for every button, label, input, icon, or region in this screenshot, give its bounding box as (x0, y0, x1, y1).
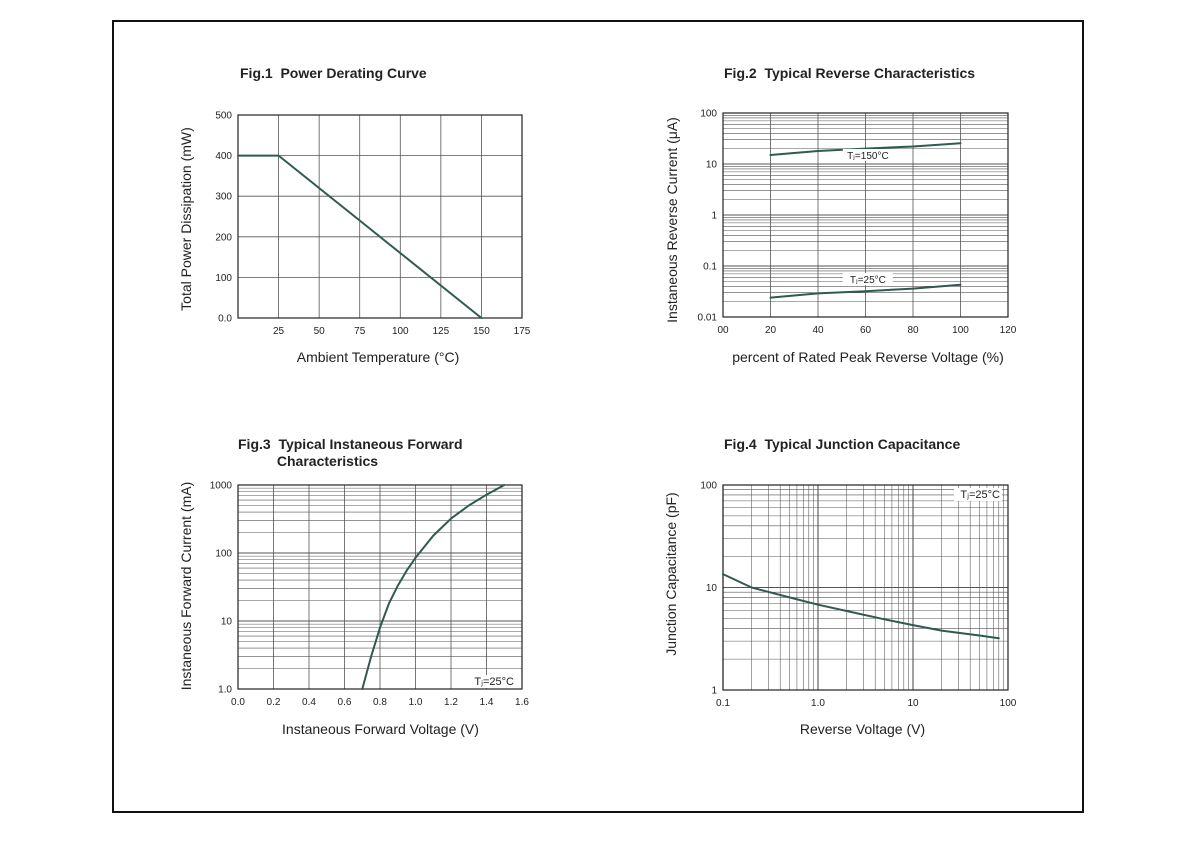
figure-frame (112, 20, 1084, 813)
fig3-plot-border (237, 484, 523, 690)
fig4-title: Fig.4 Typical Junction Capacitance (724, 436, 961, 452)
fig2-xtick-label: 60 (860, 325, 872, 336)
fig2-ytick-label: 1 (711, 211, 717, 222)
fig3-ytick-label: 1000 (210, 481, 233, 492)
fig3-xtick-label: 0.4 (302, 697, 316, 708)
fig4-ytick-label: 10 (706, 583, 718, 594)
fig1-title: Fig.1 Power Derating Curve (240, 65, 427, 81)
fig3-xtick-label: 1.2 (444, 697, 458, 708)
fig1-series-line-0 (237, 154, 483, 319)
fig2-series-line-1 (769, 283, 962, 299)
fig4-annotation: Tⱼ=25°C (960, 489, 1000, 501)
fig4-xtick-label: 100 (1000, 698, 1017, 709)
fig1-xtick-label: 150 (473, 326, 490, 337)
fig2-series-label-0: Tⱼ=150°C (847, 151, 889, 162)
fig2-series-label-bg (842, 149, 893, 161)
fig1-xtick-label: 75 (354, 326, 366, 337)
fig3-xtick-label: 0.6 (338, 697, 352, 708)
fig2-xtick-label: 40 (812, 325, 824, 336)
fig3-xtick-label: 0.0 (231, 697, 245, 708)
fig2-ytick-label: 0.01 (698, 313, 718, 324)
fig4-xlabel: Reverse Voltage (V) (799, 721, 926, 737)
fig3-xtick-label: 1.4 (480, 697, 494, 708)
fig2-ytick-label: 100 (700, 109, 717, 120)
fig1-ytick-label: 300 (215, 192, 232, 203)
fig1-xtick-label: 100 (392, 326, 409, 337)
fig4-xtick-label: 1.0 (811, 698, 825, 709)
fig1-xtick-label: 25 (273, 326, 285, 337)
fig3-xtick-label: 1.6 (515, 697, 529, 708)
fig1-xtick-label: 125 (433, 326, 450, 337)
fig2-plot-border (722, 112, 1009, 318)
fig3-ytick-label: 1.0 (218, 685, 232, 696)
fig2-ytick-label: 0.1 (703, 262, 717, 273)
fig4-ytick-label: 100 (700, 481, 717, 492)
fig1-ytick-label: 400 (215, 151, 232, 162)
fig3-title: Fig.3 Typical Instaneous Forward Charact… (238, 436, 463, 469)
fig1-ytick-label: 0.0 (218, 314, 232, 325)
fig1-xtick-label: 175 (514, 326, 531, 337)
fig2-series-label-1: Tⱼ=25°C (850, 275, 886, 286)
fig2-title: Fig.2 Typical Reverse Characteristics (724, 65, 976, 81)
fig3-xtick-label: 1.0 (409, 697, 423, 708)
fig2-xtick-label: 100 (952, 325, 969, 336)
fig2-xtick-label: 80 (907, 325, 919, 336)
fig3-xtick-label: 0.8 (373, 697, 387, 708)
fig4-xtick-label: 0.1 (716, 698, 730, 709)
fig1-plot-border (237, 114, 523, 319)
fig2-xtick-label: 00 (717, 325, 729, 336)
fig2-ytick-label: 10 (706, 160, 718, 171)
fig2-series-label-bg (842, 273, 893, 285)
fig3-xtick-label: 0.2 (267, 697, 281, 708)
fig2-xtick-label: 120 (1000, 325, 1017, 336)
fig3-ytick-label: 10 (221, 617, 233, 628)
fig3-xlabel: Instaneous Forward Voltage (V) (282, 721, 479, 737)
fig3-series-line-0 (361, 484, 506, 690)
fig4-annotation-bg (954, 488, 1002, 501)
fig2-xtick-label: 20 (765, 325, 777, 336)
fig3-ytick-label: 100 (215, 549, 232, 560)
fig1-ytick-label: 100 (215, 273, 232, 284)
fig3-annotation: Tⱼ=25°C (474, 676, 514, 688)
fig4-xtick-label: 10 (907, 698, 919, 709)
fig4-series-line-0 (722, 573, 1000, 640)
fig3-annotation-bg (468, 675, 516, 688)
fig1-xtick-label: 50 (314, 326, 326, 337)
fig1-ytick-label: 200 (215, 232, 232, 243)
fig1-ytick-label: 500 (215, 111, 232, 122)
fig1-xlabel: Ambient Temperature (°C) (296, 349, 460, 365)
fig4-plot-border (722, 484, 1009, 691)
fig2-xlabel: percent of Rated Peak Reverse Voltage (%… (732, 349, 1004, 365)
fig2-series-line-0 (769, 142, 962, 156)
fig4-ytick-label: 1 (711, 686, 717, 697)
